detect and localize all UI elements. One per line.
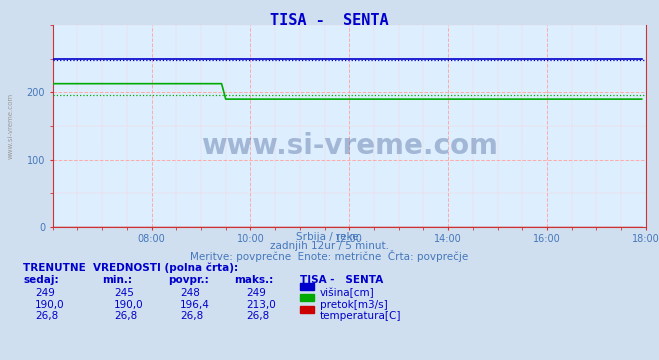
Text: zadnjih 12ur / 5 minut.: zadnjih 12ur / 5 minut. — [270, 241, 389, 251]
Text: višina[cm]: višina[cm] — [320, 288, 374, 298]
Text: Srbija / reke.: Srbija / reke. — [297, 232, 362, 242]
Text: 249: 249 — [35, 288, 55, 298]
Text: 26,8: 26,8 — [246, 311, 269, 321]
Text: 248: 248 — [180, 288, 200, 298]
Text: TRENUTNE  VREDNOSTI (polna črta):: TRENUTNE VREDNOSTI (polna črta): — [23, 263, 238, 273]
Text: www.si-vreme.com: www.si-vreme.com — [201, 132, 498, 160]
Text: 190,0: 190,0 — [114, 300, 144, 310]
Text: pretok[m3/s]: pretok[m3/s] — [320, 300, 387, 310]
Text: temperatura[C]: temperatura[C] — [320, 311, 401, 321]
Text: www.si-vreme.com: www.si-vreme.com — [8, 93, 14, 159]
Text: TISA -   SENTA: TISA - SENTA — [300, 275, 383, 285]
Text: min.:: min.: — [102, 275, 132, 285]
Text: 245: 245 — [114, 288, 134, 298]
Text: 249: 249 — [246, 288, 266, 298]
Text: 213,0: 213,0 — [246, 300, 275, 310]
Text: 26,8: 26,8 — [35, 311, 58, 321]
Text: povpr.:: povpr.: — [168, 275, 209, 285]
Text: sedaj:: sedaj: — [23, 275, 59, 285]
Text: 26,8: 26,8 — [114, 311, 137, 321]
Text: 196,4: 196,4 — [180, 300, 210, 310]
Text: maks.:: maks.: — [234, 275, 273, 285]
Text: 26,8: 26,8 — [180, 311, 203, 321]
Text: Meritve: povprečne  Enote: metrične  Črta: povprečje: Meritve: povprečne Enote: metrične Črta:… — [190, 250, 469, 262]
Text: TISA -  SENTA: TISA - SENTA — [270, 13, 389, 28]
Text: 190,0: 190,0 — [35, 300, 65, 310]
